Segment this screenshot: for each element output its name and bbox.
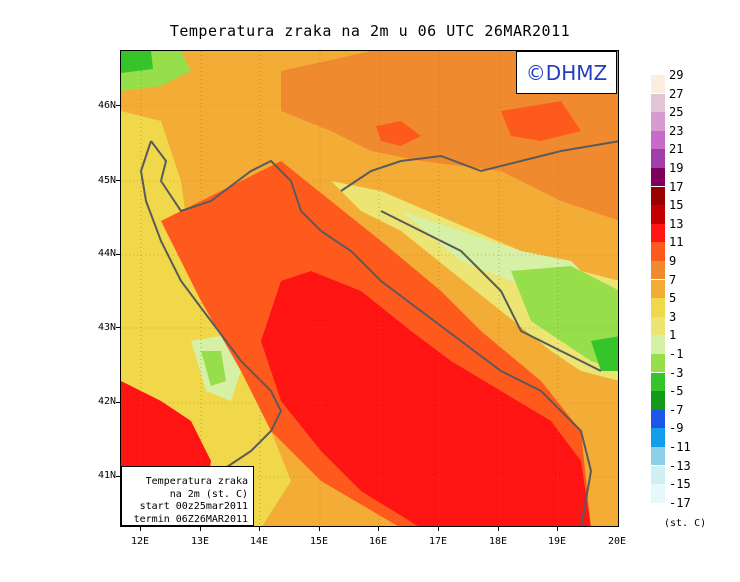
lon-tick bbox=[557, 527, 558, 531]
legend-swatch bbox=[651, 409, 665, 429]
border-inland bbox=[380, 210, 602, 372]
legend-level-label: 3 bbox=[669, 309, 677, 324]
lon-label-18e: 18E bbox=[488, 536, 508, 547]
legend-swatch bbox=[651, 261, 665, 280]
legend-level-label: 7 bbox=[669, 272, 677, 287]
legend-level-label: -17 bbox=[669, 495, 691, 510]
legend-level-label: -3 bbox=[669, 365, 684, 380]
map-title: Temperatura zraka na 2m u 06 UTC 26MAR20… bbox=[169, 22, 571, 40]
legend-swatch bbox=[651, 149, 665, 168]
legend-level-label: 9 bbox=[669, 254, 677, 268]
info-line-1: Temperatura zraka bbox=[145, 476, 248, 487]
info-line-4: termin 06Z26MAR2011 bbox=[133, 513, 248, 525]
temperature-field bbox=[121, 51, 618, 526]
legend-swatch bbox=[651, 447, 665, 466]
lat-tick bbox=[116, 476, 120, 477]
legend-swatch bbox=[651, 484, 665, 503]
field-italy-green bbox=[201, 351, 226, 386]
legend-level-label: -15 bbox=[669, 477, 691, 492]
legend-level-label: -7 bbox=[669, 402, 684, 417]
legend-swatch bbox=[651, 130, 665, 150]
legend-swatch bbox=[651, 465, 665, 484]
lon-tick bbox=[200, 527, 201, 531]
field-adriatic-red bbox=[261, 271, 591, 526]
legend-swatch bbox=[651, 223, 665, 243]
info-line-2: na 2m (st. C) bbox=[169, 488, 248, 500]
field-north-hotspot bbox=[376, 121, 421, 146]
dhmz-logo: ©DHMZ bbox=[516, 51, 617, 94]
legend-level-label: 21 bbox=[669, 142, 684, 157]
lon-tick bbox=[498, 527, 499, 531]
legend-swatch bbox=[651, 279, 665, 298]
legend-swatch bbox=[651, 298, 665, 317]
lat-tick bbox=[116, 180, 120, 181]
legend-level-label: 11 bbox=[669, 235, 684, 250]
legend-swatch bbox=[651, 354, 665, 373]
legend-level-label: -11 bbox=[669, 440, 691, 454]
legend-swatch bbox=[651, 391, 665, 410]
field-dinaric-darkgreen bbox=[591, 336, 618, 371]
temperature-map bbox=[120, 50, 619, 527]
legend-level-label: 19 bbox=[669, 161, 684, 175]
field-alps-darkgreen bbox=[121, 51, 153, 73]
legend-level-label: -9 bbox=[669, 421, 684, 436]
legend-swatch bbox=[651, 242, 665, 261]
lat-label-45n: 45N bbox=[97, 175, 116, 186]
legend-swatch bbox=[651, 93, 665, 112]
field-dinaric-green bbox=[511, 266, 618, 371]
legend-unit: (st. C) bbox=[664, 518, 707, 529]
legend-level-label: -1 bbox=[669, 347, 684, 361]
lat-label-46n: 46N bbox=[97, 100, 116, 111]
lon-label-19e: 19E bbox=[547, 536, 567, 547]
lon-tick bbox=[319, 527, 320, 531]
legend-swatch bbox=[651, 75, 665, 94]
lat-label-42n: 42N bbox=[97, 396, 116, 407]
legend-swatch bbox=[651, 335, 665, 354]
legend-swatch bbox=[651, 372, 665, 391]
legend-level-label: 27 bbox=[669, 86, 684, 101]
lat-tick bbox=[116, 402, 120, 403]
legend-level-label: 29 bbox=[669, 68, 684, 82]
lon-tick bbox=[438, 527, 439, 531]
legend-level-label: 1 bbox=[669, 328, 677, 343]
lon-label-12e: 12E bbox=[130, 536, 150, 547]
legend-level-label: 17 bbox=[669, 179, 684, 194]
legend-swatch bbox=[651, 428, 665, 447]
legend-swatch bbox=[651, 205, 665, 224]
field-north-hotspot-2 bbox=[501, 101, 581, 141]
border-north bbox=[340, 140, 618, 192]
lon-label-14e: 14E bbox=[249, 536, 269, 547]
legend-swatch bbox=[651, 186, 665, 205]
legend-level-label: 15 bbox=[669, 198, 684, 213]
lon-label-20e: 20E bbox=[607, 536, 627, 547]
lon-tick bbox=[259, 527, 260, 531]
legend-swatch bbox=[651, 112, 665, 131]
lat-label-44n: 44N bbox=[97, 248, 116, 259]
lon-label-13e: 13E bbox=[190, 536, 210, 547]
legend-swatch bbox=[651, 316, 665, 336]
lon-tick bbox=[140, 527, 141, 531]
legend-level-label: 13 bbox=[669, 216, 684, 231]
legend-level-label: 23 bbox=[669, 123, 684, 138]
lat-label-43n: 43N bbox=[97, 322, 116, 333]
lat-label-41n: 41N bbox=[97, 470, 116, 481]
info-box: Temperatura zraka na 2m (st. C) start 00… bbox=[121, 466, 254, 526]
lon-label-16e: 16E bbox=[368, 536, 388, 547]
lon-label-17e: 17E bbox=[428, 536, 448, 547]
legend-swatch bbox=[651, 168, 665, 187]
lat-tick bbox=[116, 254, 120, 255]
legend-level-label: 5 bbox=[669, 291, 677, 306]
lat-tick bbox=[116, 105, 120, 106]
info-line-3: start 00z25mar2011 bbox=[139, 501, 248, 512]
lon-tick bbox=[378, 527, 379, 531]
legend-level-label: 25 bbox=[669, 105, 684, 120]
coastline-east bbox=[150, 140, 593, 526]
legend-level-label: -5 bbox=[669, 384, 684, 399]
legend-level-label: -13 bbox=[669, 458, 691, 473]
lat-tick bbox=[116, 327, 120, 328]
lon-label-15e: 15E bbox=[309, 536, 329, 547]
